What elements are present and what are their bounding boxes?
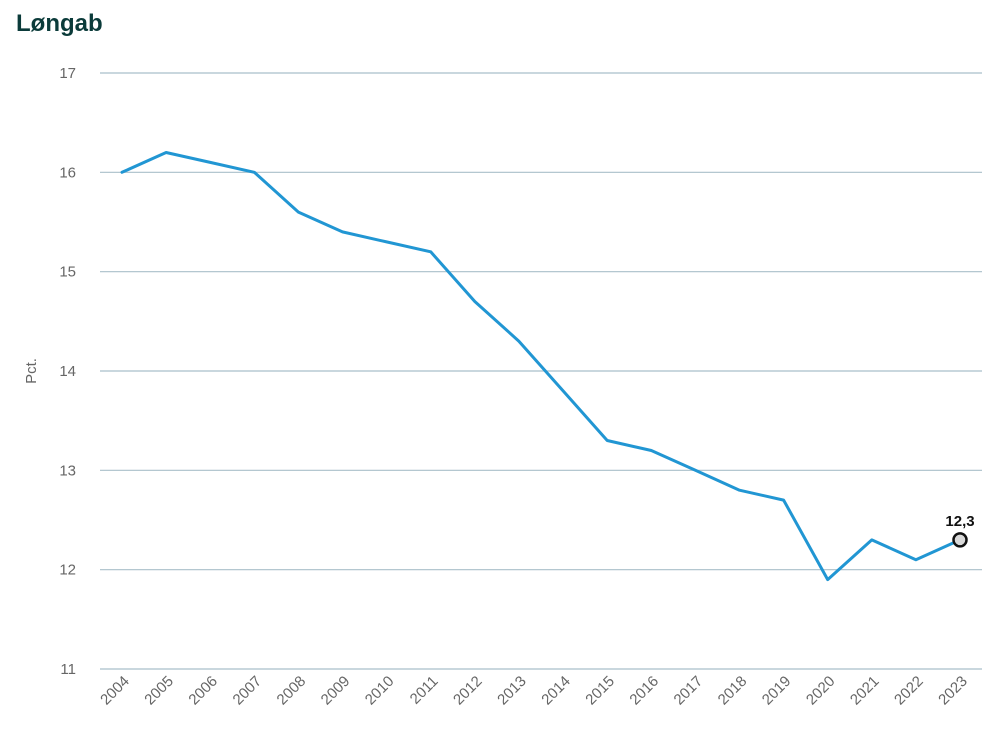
y-tick-labels: 11 12 13 14 15 16 17 [59,65,76,678]
y-tick-label: 17 [59,65,76,82]
data-point [557,385,569,397]
gridlines [100,72,982,670]
x-tick-label: 2009 [318,673,354,709]
x-tick-label: 2007 [230,673,266,709]
data-point [204,156,216,168]
x-tick-label: 2014 [538,673,574,709]
x-tick-label: 2008 [274,673,310,709]
x-tick-label: 2011 [407,673,442,708]
data-point [866,534,878,546]
x-tick-label: 2013 [494,673,530,709]
data-point [425,246,437,258]
x-tick-label: 2005 [141,673,177,709]
x-tick-label: 2015 [582,673,618,709]
y-tick-label: 11 [60,661,76,678]
y-tick-label: 13 [59,462,76,479]
data-point [292,206,304,218]
x-tick-label: 2004 [97,673,133,709]
data-label: 12,3 [945,513,974,530]
data-point [910,554,922,566]
data-point [513,335,525,347]
x-tick-label: 2020 [803,673,839,709]
y-axis-label: Pct. [23,358,40,384]
data-point [778,494,790,506]
x-tick-label: 2023 [935,673,971,709]
data-point [822,574,834,586]
x-tick-label: 2018 [715,673,751,709]
data-point [645,444,657,456]
data-point [337,226,349,238]
data-point [116,166,128,178]
x-tick-label: 2006 [185,673,221,709]
chart-title: Løngab [16,10,103,37]
y-tick-label: 16 [59,164,76,181]
series-layer: 12,3 [116,146,975,586]
data-point [160,146,172,158]
x-tick-label: 2012 [450,673,486,709]
x-tick-label: 2016 [626,673,662,709]
data-point [601,435,613,447]
x-tick-label: 2010 [362,673,398,709]
x-tick-label: 2022 [891,673,927,709]
data-point [469,295,481,307]
data-point [381,236,393,248]
data-point [689,464,701,476]
highlight-point [952,532,968,548]
y-tick-label: 14 [59,363,76,380]
y-tick-label: 15 [59,264,76,281]
data-point [248,166,260,178]
series-line [120,151,962,582]
x-tick-labels: 2004 2005 2006 2007 2008 2009 2010 2011 2012 2013… [97,673,971,709]
x-tick-label: 2019 [759,673,795,709]
y-tick-label: 12 [59,562,76,579]
x-tick-label: 2017 [671,673,707,709]
data-point [733,484,745,496]
x-tick-label: 2021 [847,673,883,709]
